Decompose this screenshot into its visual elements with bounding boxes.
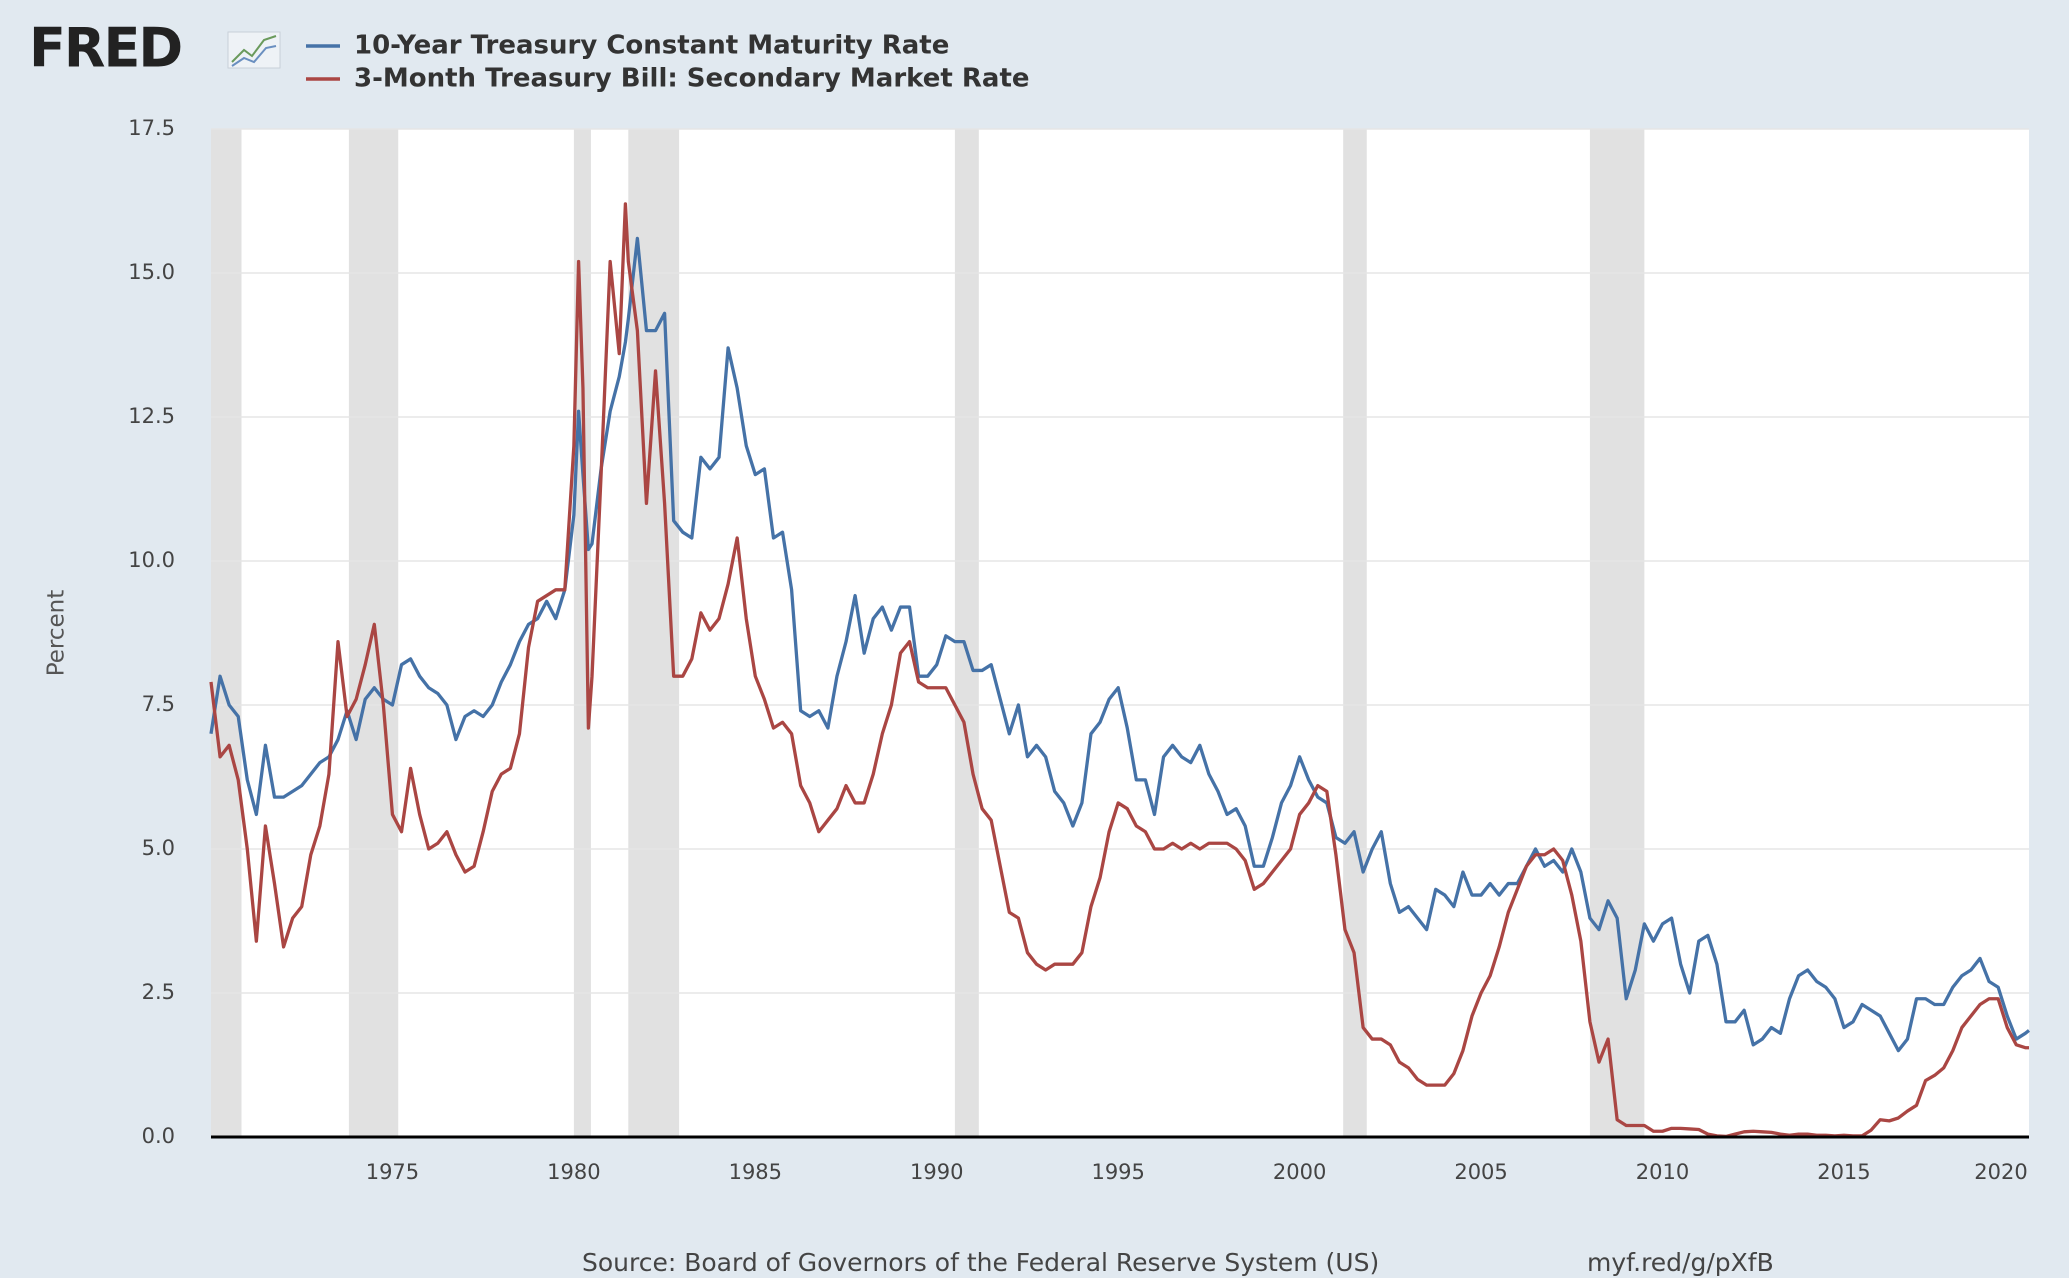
x-tick-label: 1980 (547, 1160, 600, 1184)
logo-icon (227, 31, 281, 69)
legend-label: 3-Month Treasury Bill: Secondary Market … (354, 64, 1030, 94)
x-tick-label: 2010 (1636, 1160, 1689, 1184)
y-tick-label: 5.0 (142, 836, 175, 860)
y-tick-label: 17.5 (128, 116, 175, 140)
x-tick-label: 1985 (729, 1160, 782, 1184)
link: myf.red/g/pXfB (1587, 1248, 1774, 1277)
recession-band (573, 129, 591, 1137)
x-tick-label: 1975 (366, 1160, 419, 1184)
recession-band (954, 129, 979, 1137)
y-tick-label: 7.5 (142, 692, 175, 716)
series-line (209, 236, 2031, 1053)
y-tick-label: 2.5 (142, 980, 175, 1004)
recession-band (1589, 129, 1645, 1137)
y-tick-label: 12.5 (128, 404, 175, 428)
y-axis-label: Percent (44, 590, 70, 677)
recession-band (1343, 129, 1367, 1137)
x-tick-label: 1990 (910, 1160, 963, 1184)
x-tick-label: 2000 (1273, 1160, 1326, 1184)
x-tick-label: 1995 (1091, 1160, 1144, 1184)
source: Source: Board of Governors of the Federa… (582, 1248, 1379, 1277)
y-tick-label: 0.0 (142, 1124, 175, 1148)
x-tick-label: 2005 (1454, 1160, 1507, 1184)
logo: FRED (29, 17, 181, 80)
recession-band (211, 129, 242, 1137)
x-tick-label: 2015 (1817, 1160, 1870, 1184)
y-tick-label: 10.0 (128, 548, 175, 572)
plot-area (211, 129, 2029, 1137)
y-tick-label: 15.0 (128, 260, 175, 284)
legend-label: 10-Year Treasury Constant Maturity Rate (354, 31, 949, 61)
x-tick-label: 2020 (1974, 1160, 2027, 1184)
